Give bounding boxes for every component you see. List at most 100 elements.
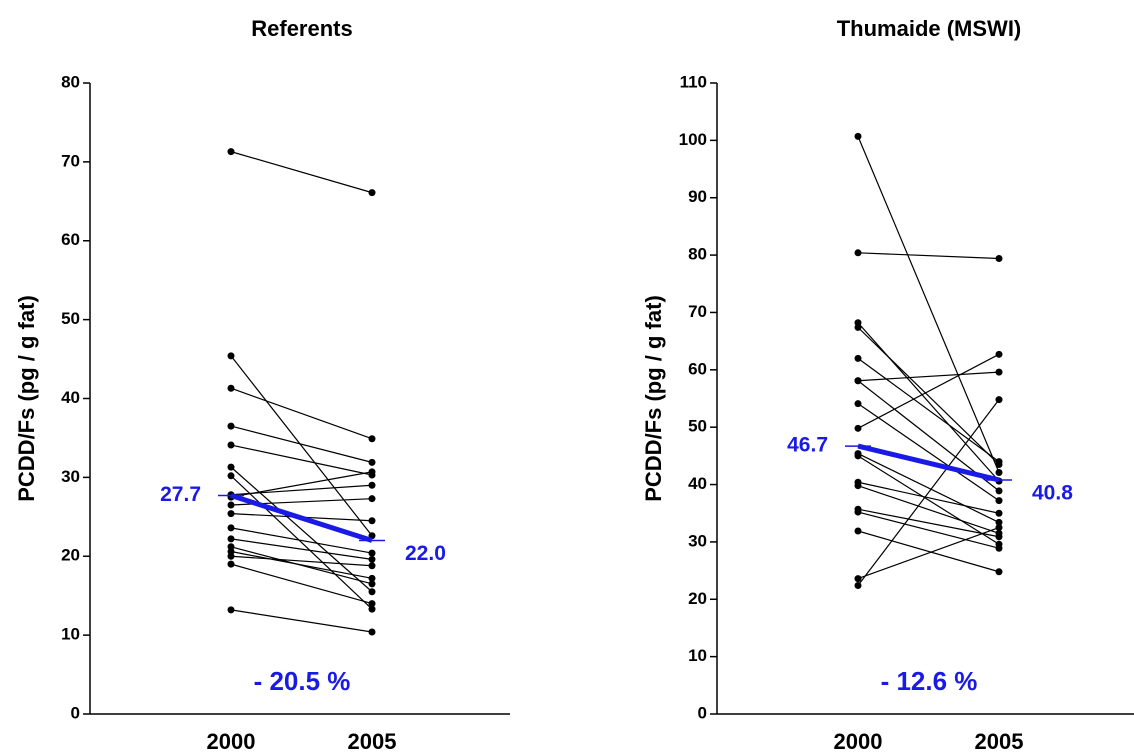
subject-point xyxy=(368,600,376,608)
subject-line xyxy=(857,455,1000,545)
subject-point xyxy=(854,377,862,385)
y-axis-label: PCDD/Fs (pg / g fat) xyxy=(14,295,39,502)
mean-label: 27.7 xyxy=(160,483,201,506)
subject-line xyxy=(857,252,1000,260)
subject-point xyxy=(227,422,235,430)
mean-line xyxy=(230,493,373,543)
subject-point xyxy=(854,132,862,140)
subject-line xyxy=(230,466,373,593)
subject-point xyxy=(854,354,862,362)
subject-point xyxy=(995,568,1003,576)
mean-label: 46.7 xyxy=(787,434,828,457)
subject-point xyxy=(368,517,376,525)
chart-title: Referents xyxy=(251,16,352,41)
subject-line xyxy=(230,471,373,498)
subject-point xyxy=(368,481,376,489)
y-tick-label: 20 xyxy=(688,589,707,608)
subject-line xyxy=(230,475,373,610)
y-tick-label: 70 xyxy=(61,151,80,170)
subject-point xyxy=(854,508,862,516)
subject-line xyxy=(230,425,373,463)
y-tick-label: 10 xyxy=(688,646,707,665)
y-tick-label: 50 xyxy=(61,309,80,328)
annotation: - 20.5 % xyxy=(254,666,351,696)
subject-point xyxy=(227,472,235,480)
subject-line xyxy=(230,444,373,476)
subject-point xyxy=(368,495,376,503)
subject-line xyxy=(857,322,1000,482)
subject-point xyxy=(368,468,376,476)
mean-label: 40.8 xyxy=(1032,482,1073,505)
y-tick-label: 100 xyxy=(679,130,707,149)
subject-point xyxy=(368,458,376,466)
y-tick-label: 60 xyxy=(61,230,80,249)
subject-point xyxy=(995,497,1003,505)
subject-point xyxy=(368,549,376,557)
subject-point xyxy=(227,560,235,568)
subject-line xyxy=(230,555,373,567)
subject-line xyxy=(857,453,1000,523)
y-tick-label: 60 xyxy=(688,359,707,378)
y-tick-label: 40 xyxy=(61,388,80,407)
y-tick-label: 110 xyxy=(680,72,707,91)
subject-point xyxy=(368,562,376,570)
y-tick-label: 90 xyxy=(688,187,707,206)
subject-point xyxy=(995,396,1003,404)
subject-point xyxy=(227,384,235,392)
subject-point xyxy=(227,501,235,509)
subject-point xyxy=(854,249,862,257)
subject-line xyxy=(857,508,1000,538)
subject-point xyxy=(995,518,1003,526)
subject-point xyxy=(227,606,235,614)
y-tick-label: 70 xyxy=(688,302,707,321)
annotation: - 12.6 % xyxy=(881,666,978,696)
y-tick-label: 30 xyxy=(688,531,707,550)
subject-line xyxy=(230,151,373,194)
subject-point xyxy=(227,148,235,156)
subject-line xyxy=(230,355,373,537)
y-axis-label: PCDD/Fs (pg / g fat) xyxy=(641,295,666,502)
subject-point xyxy=(854,400,862,408)
subject-line xyxy=(230,527,373,554)
subject-point xyxy=(368,580,376,588)
subject-line xyxy=(857,326,1000,465)
subject-point xyxy=(368,574,376,582)
subject-point xyxy=(368,628,376,636)
subject-point xyxy=(854,323,862,331)
subject-point xyxy=(995,533,1003,541)
subject-point xyxy=(854,424,862,432)
y-tick-label: 0 xyxy=(698,703,707,722)
subject-point xyxy=(995,350,1003,358)
subject-point xyxy=(227,510,235,518)
mean-line xyxy=(857,443,1000,483)
x-tick-label: 2005 xyxy=(975,729,1024,754)
x-tick-label: 2000 xyxy=(834,729,883,754)
subject-point xyxy=(368,435,376,443)
subject-point xyxy=(854,582,862,590)
subject-line xyxy=(857,530,1000,573)
subject-line xyxy=(230,538,373,560)
subject-line xyxy=(857,353,1000,429)
subject-line xyxy=(230,550,373,579)
subject-point xyxy=(995,487,1003,495)
subject-point xyxy=(995,524,1003,532)
subject-point xyxy=(854,527,862,535)
subject-point xyxy=(995,468,1003,476)
subject-point xyxy=(368,588,376,596)
subject-point xyxy=(227,441,235,449)
subject-point xyxy=(227,552,235,560)
y-tick-label: 10 xyxy=(61,625,80,644)
subject-line xyxy=(230,387,373,440)
subject-line xyxy=(230,609,373,633)
subject-line xyxy=(857,511,1000,549)
subject-point xyxy=(995,544,1003,552)
subject-line xyxy=(857,357,1000,463)
subject-point xyxy=(227,352,235,360)
subject-point xyxy=(995,458,1003,466)
subject-point xyxy=(995,509,1003,517)
y-tick-label: 0 xyxy=(71,703,80,722)
chart-title: Thumaide (MSWI) xyxy=(837,16,1022,41)
y-tick-label: 40 xyxy=(688,474,707,493)
subject-line xyxy=(857,527,1000,580)
